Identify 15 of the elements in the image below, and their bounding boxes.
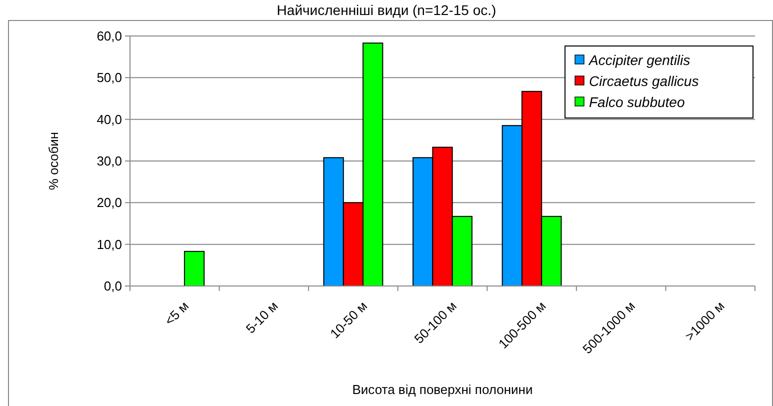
legend-label: Falco subbuteo [589, 94, 685, 110]
legend-label: Circaetus gallicus [589, 72, 699, 89]
chart-title: Найчисленніші види (n=12-15 ос.) [276, 2, 496, 18]
y-tick-label: 50,0 [96, 70, 122, 86]
bar [184, 250, 205, 286]
y-axis-title: % особин [46, 132, 61, 190]
y-tick-label: 40,0 [96, 112, 122, 127]
y-tick-label: 60,0 [96, 28, 122, 44]
y-tick-label: 0,0 [104, 278, 122, 294]
x-axis-title: Висота від поверхні полонини [352, 382, 533, 397]
y-tick-label: 10,0 [96, 236, 122, 252]
x-tick-label: <5 м [162, 298, 192, 328]
legend-label: Accipiter gentilis [588, 52, 690, 68]
y-tick-label: 30,0 [96, 154, 122, 169]
y-tick-label: 20,0 [96, 195, 122, 210]
